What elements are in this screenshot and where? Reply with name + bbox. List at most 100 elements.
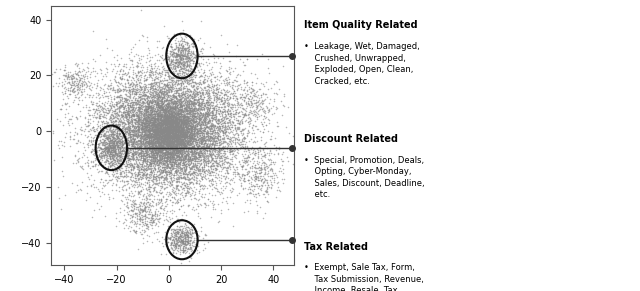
Point xyxy=(154,125,164,129)
Point xyxy=(129,151,140,156)
Point xyxy=(164,121,174,126)
Point xyxy=(154,92,164,97)
Point xyxy=(108,104,118,109)
Point xyxy=(173,93,183,97)
Point xyxy=(177,99,187,104)
Point xyxy=(140,167,150,172)
Point xyxy=(213,127,223,132)
Point xyxy=(193,107,204,111)
Point xyxy=(150,120,161,125)
Point xyxy=(173,230,183,235)
Point xyxy=(174,111,184,115)
Point xyxy=(148,112,159,116)
Point xyxy=(170,91,180,95)
Point xyxy=(172,183,182,188)
Point xyxy=(167,117,177,122)
Point xyxy=(189,237,199,242)
Point xyxy=(198,137,208,142)
Point xyxy=(185,166,195,170)
Point xyxy=(186,133,196,138)
Point xyxy=(74,69,84,73)
Point xyxy=(166,144,177,149)
Point xyxy=(173,87,183,92)
Point xyxy=(184,229,195,233)
Point xyxy=(194,89,204,93)
Point xyxy=(188,105,198,110)
Point xyxy=(172,118,182,123)
Point xyxy=(207,161,218,166)
Point xyxy=(157,78,167,82)
Point xyxy=(164,139,175,144)
Point xyxy=(179,77,189,81)
Point xyxy=(127,128,137,133)
Point xyxy=(194,137,204,142)
Point xyxy=(160,122,170,127)
Point xyxy=(196,96,206,101)
Point xyxy=(123,157,133,162)
Point xyxy=(171,132,181,137)
Point xyxy=(158,119,168,124)
Point xyxy=(133,104,143,109)
Point xyxy=(218,128,228,133)
Point xyxy=(189,111,200,116)
Point xyxy=(188,145,198,149)
Point xyxy=(223,93,234,98)
Point xyxy=(179,121,189,126)
Point xyxy=(218,56,228,61)
Point xyxy=(176,80,186,85)
Point xyxy=(188,100,198,105)
Point xyxy=(193,238,204,243)
Point xyxy=(209,170,220,174)
Point xyxy=(103,145,113,150)
Point xyxy=(140,157,150,162)
Point xyxy=(175,139,186,143)
Point xyxy=(239,178,249,183)
Point xyxy=(238,106,248,110)
Point xyxy=(164,154,175,158)
Point xyxy=(186,186,196,190)
Point xyxy=(146,116,156,121)
Point xyxy=(94,141,104,146)
Point xyxy=(134,104,144,109)
Point xyxy=(170,132,180,137)
Point xyxy=(100,143,110,148)
Point xyxy=(185,117,195,122)
Point xyxy=(150,102,160,107)
Point xyxy=(174,129,184,134)
Point xyxy=(201,90,211,95)
Point xyxy=(257,98,268,102)
Point xyxy=(162,78,172,82)
Point xyxy=(132,78,143,83)
Point xyxy=(136,140,146,145)
Point xyxy=(162,128,172,133)
Point xyxy=(178,130,188,135)
Point xyxy=(164,105,175,110)
Point xyxy=(192,139,202,144)
Point xyxy=(148,132,159,136)
Point xyxy=(148,129,159,134)
Point xyxy=(147,128,157,132)
Point xyxy=(154,118,164,123)
Point xyxy=(159,131,169,136)
Point xyxy=(159,124,170,129)
Point xyxy=(175,96,186,101)
Point xyxy=(184,178,194,183)
Point xyxy=(174,125,184,130)
Point xyxy=(102,158,113,163)
Point xyxy=(165,151,175,156)
Point xyxy=(139,87,149,91)
Point xyxy=(132,100,143,105)
Point xyxy=(124,152,134,157)
Point xyxy=(173,235,183,240)
Point xyxy=(214,145,224,150)
Point xyxy=(173,139,183,143)
Point xyxy=(177,180,188,185)
Point xyxy=(81,170,92,175)
Point xyxy=(210,133,220,138)
Point xyxy=(179,85,189,90)
Point xyxy=(241,109,251,113)
Point xyxy=(172,81,182,86)
Point xyxy=(185,132,195,136)
Point xyxy=(208,89,218,94)
Point xyxy=(243,124,253,129)
